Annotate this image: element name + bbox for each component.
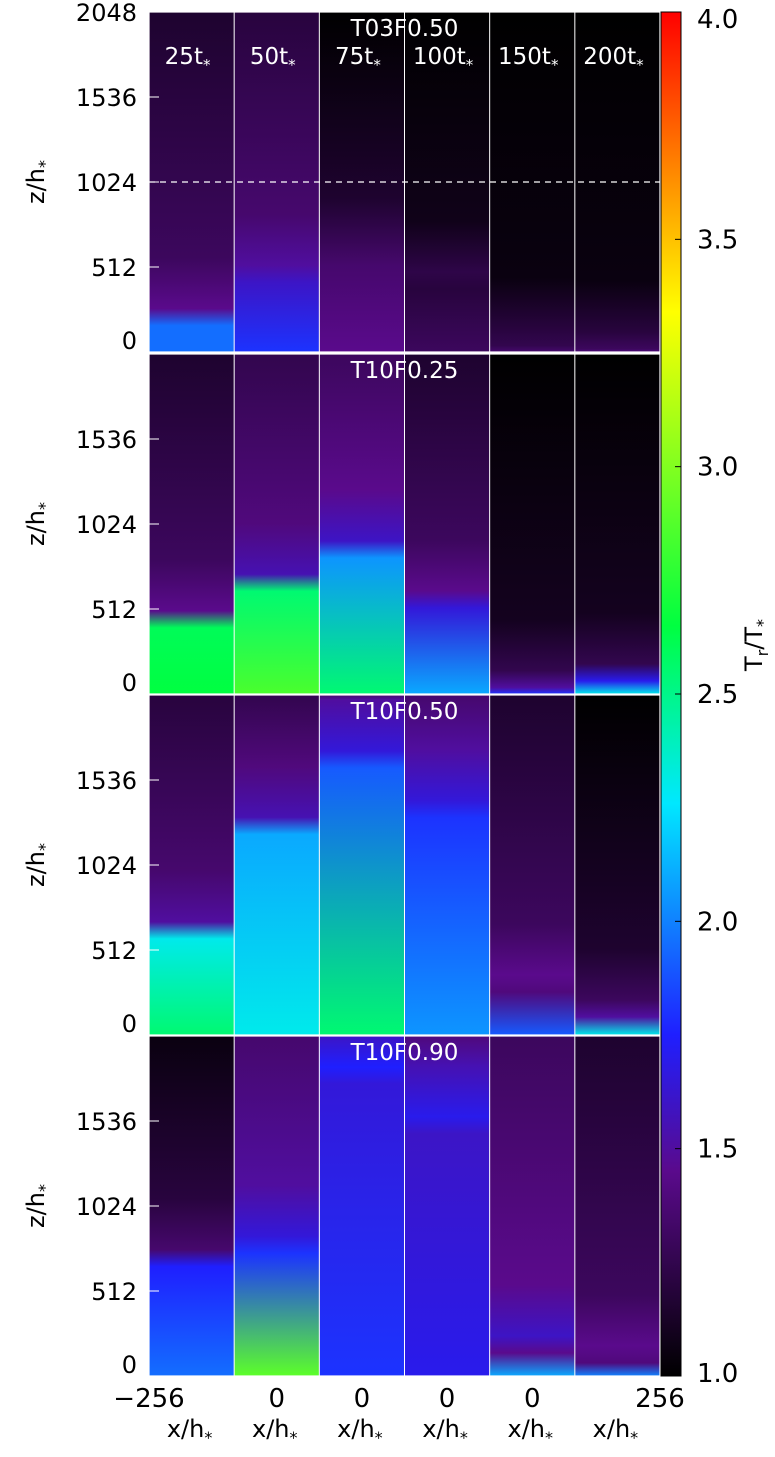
y-tick-label: 512 — [91, 937, 137, 965]
x-axis-label: x/h* — [422, 1415, 468, 1447]
heatmap-cell — [489, 354, 575, 694]
heatmap-cell — [574, 354, 660, 694]
colorbar-tick-label: 3.5 — [697, 225, 738, 255]
y-tick-label: 512 — [91, 1278, 137, 1306]
heatmap-cell — [404, 695, 490, 1035]
y-tick-label: 1024 — [76, 1193, 137, 1221]
colorbar-label: Tr/T* — [740, 619, 772, 672]
heatmap-cell — [319, 1036, 405, 1376]
heatmap-cell — [234, 695, 320, 1035]
column-label: 150t* — [498, 44, 559, 74]
y-tick-label: 1536 — [76, 84, 137, 112]
x-axis-label: x/h* — [252, 1415, 298, 1447]
heatmap-cell — [149, 1036, 235, 1376]
x-tick-label: −256 — [113, 1384, 184, 1414]
y-tick-label: 0 — [122, 669, 137, 697]
x-axis-label: x/h* — [593, 1415, 639, 1447]
colorbar-tick-label: 1.0 — [697, 1359, 738, 1389]
heatmap-cell — [319, 695, 405, 1035]
x-axis-label: x/h* — [337, 1415, 383, 1447]
y-tick-label: 1536 — [76, 426, 137, 454]
heatmap-cell — [574, 1036, 660, 1376]
y-tick-label: 0 — [122, 327, 137, 355]
heatmap-cell — [489, 1036, 575, 1376]
axes: 0 512 1024 1536 2048 z/h* 0 512 1024 1536 z/h* 0 512… — [22, 0, 685, 1447]
colorbar: 1.0 1.5 2.0 2.5 3.0 3.5 4.0 Tr/T* — [660, 5, 772, 1389]
x-axis-label: x/h* — [508, 1415, 554, 1447]
y-axis-label: z/h* — [22, 160, 54, 204]
y-tick-label: 512 — [91, 254, 137, 282]
colorbar-tick-label: 1.5 — [697, 1135, 738, 1165]
panel-t10f0-25: T10F0.25 — [148, 353, 661, 695]
heatmap-cell — [234, 354, 320, 694]
colorbar-tick-label: 3.0 — [697, 453, 738, 483]
x-tick-label: 256 — [635, 1384, 685, 1414]
colorbar-tick-label: 2.5 — [697, 680, 738, 710]
y-tick-label: 1024 — [76, 169, 137, 197]
x-tick-label: 0 — [439, 1384, 456, 1414]
panel-t10f0-50: T10F0.50 — [148, 694, 661, 1036]
heatmap-cell — [404, 354, 490, 694]
x-axis-label: x/h* — [167, 1415, 213, 1447]
column-label: 100t* — [413, 44, 474, 74]
x-tick-label: 0 — [268, 1384, 285, 1414]
y-tick-label: 1024 — [76, 852, 137, 880]
column-label: 200t* — [583, 44, 644, 74]
heatmap-cell — [234, 1036, 320, 1376]
heatmap-cell — [149, 354, 235, 694]
colorbar-tick-label: 4.0 — [697, 5, 738, 35]
y-axis-label: z/h* — [22, 843, 54, 887]
x-tick-label: 0 — [524, 1384, 541, 1414]
colorbar-tick-label: 2.0 — [697, 907, 738, 937]
y-tick-label: 1536 — [76, 767, 137, 795]
heatmap-cell — [489, 695, 575, 1035]
y-tick-label: 0 — [122, 1010, 137, 1038]
panel-t10f0-90: T10F0.90 — [148, 1035, 661, 1377]
y-axis-label: z/h* — [22, 502, 54, 546]
y-tick-label: 1024 — [76, 511, 137, 539]
y-tick-label: 512 — [91, 596, 137, 624]
y-tick-label: 2048 — [76, 0, 137, 27]
y-tick-label: 0 — [122, 1351, 137, 1379]
heatmap-cell — [319, 354, 405, 694]
heatmap-cell — [574, 695, 660, 1035]
x-tick-label: 0 — [354, 1384, 371, 1414]
y-tick-label: 1536 — [76, 1108, 137, 1136]
y-axis-label: z/h* — [22, 1184, 54, 1228]
heatmap-cell — [404, 1036, 490, 1376]
heatmap-cell — [149, 695, 235, 1035]
